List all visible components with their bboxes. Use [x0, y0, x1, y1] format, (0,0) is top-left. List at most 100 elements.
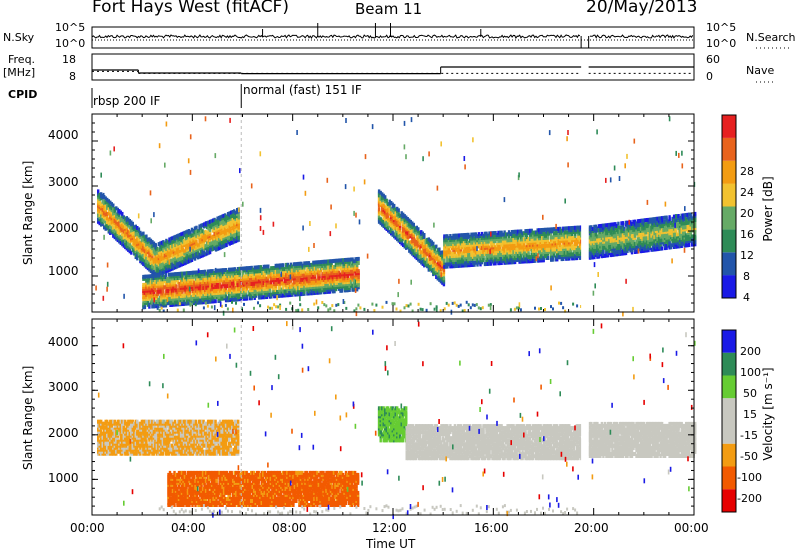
- echo-cell: [355, 259, 359, 264]
- echo-cell: [354, 265, 357, 270]
- echo-cell: [189, 240, 192, 245]
- echo-cell: [125, 216, 128, 221]
- echo-cell: [190, 252, 194, 256]
- echo-cell: [280, 275, 283, 280]
- echo-cell: [421, 249, 424, 254]
- echo-cell: [154, 273, 157, 278]
- echo-cell: [426, 258, 429, 263]
- echo-cell: [322, 288, 326, 293]
- echo-cell: [229, 279, 232, 284]
- echo-cell: [477, 232, 481, 237]
- echo-cell: [212, 277, 216, 282]
- echo-cell: [442, 282, 446, 287]
- echo-cell: [393, 210, 396, 214]
- echo-cell: [161, 273, 165, 278]
- echo-cell: [103, 225, 106, 230]
- echo-cell: [318, 274, 321, 279]
- echo-cell: [157, 266, 161, 271]
- echo-cell: [225, 214, 228, 219]
- echo-cell: [324, 273, 327, 278]
- echo-cell: [340, 278, 344, 283]
- echo-cell: [186, 247, 189, 252]
- echo-cell: [271, 266, 274, 271]
- echo-cell: [400, 241, 403, 246]
- echo-cell: [180, 252, 183, 257]
- echo-cell: [462, 233, 466, 238]
- echo-cell: [277, 277, 280, 282]
- echo-cell: [441, 250, 444, 255]
- echo-cell: [237, 229, 240, 234]
- echo-cell: [328, 269, 332, 274]
- echo-cell: [327, 259, 330, 264]
- echo-cell: [267, 288, 270, 293]
- echo-cell: [226, 269, 229, 274]
- echo-cell: [482, 250, 485, 254]
- echo-cell: [229, 287, 232, 292]
- echo-cell: [157, 277, 160, 282]
- echo-cell: [280, 263, 283, 268]
- echo-cell: [513, 229, 517, 234]
- echo-cell: [415, 239, 418, 244]
- echo-cell: [233, 223, 236, 228]
- echo-cell: [203, 288, 207, 292]
- echo-cell: [318, 270, 321, 275]
- echo-cell: [262, 287, 265, 292]
- echo-cell: [152, 288, 156, 293]
- echo-cell: [206, 285, 210, 290]
- echo-cell: [209, 269, 213, 274]
- echo-cell: [181, 293, 184, 298]
- echo-cell: [182, 285, 186, 290]
- echo-cell: [172, 257, 176, 262]
- echo-cell: [470, 244, 473, 249]
- echo-cell: [334, 279, 338, 284]
- echo-cell: [357, 285, 360, 290]
- echo-cell: [262, 266, 265, 271]
- echo-cell: [183, 230, 186, 235]
- echo-cell: [199, 233, 203, 238]
- echo-cell: [461, 239, 464, 244]
- echo-cell: [249, 266, 252, 270]
- echo-cell: [211, 283, 214, 288]
- echo-cell: [464, 237, 467, 242]
- echo-cell: [202, 286, 205, 291]
- echo-cell: [216, 216, 219, 221]
- echo-cell: [145, 258, 148, 263]
- echo-cell: [231, 281, 234, 286]
- echo-cell: [170, 286, 174, 291]
- echo-cell: [480, 260, 484, 265]
- echo-cell: [485, 255, 488, 260]
- echo-cell: [488, 253, 491, 258]
- echo-cell: [169, 284, 172, 289]
- echo-cell: [483, 235, 487, 240]
- echo-cell: [106, 212, 109, 216]
- echo-cell: [381, 218, 384, 223]
- echo-cell: [130, 236, 133, 241]
- echo-cell: [151, 246, 154, 251]
- echo-cell: [274, 263, 277, 268]
- echo-cell: [259, 271, 262, 276]
- echo-cell: [185, 295, 189, 300]
- echo-cell: [390, 213, 393, 218]
- echo-cell: [447, 236, 451, 241]
- echo-cell: [408, 240, 411, 245]
- echo-cell: [426, 250, 429, 255]
- echo-cell: [142, 241, 145, 246]
- echo-cell: [133, 225, 136, 230]
- echo-cell: [173, 282, 177, 287]
- echo-cell: [223, 237, 227, 242]
- echo-cell: [488, 257, 491, 262]
- echo-cell: [403, 236, 406, 241]
- echo-cell: [215, 289, 219, 293]
- echo-cell: [246, 270, 249, 275]
- echo-cell: [98, 221, 101, 226]
- echo-cell: [318, 260, 321, 265]
- echo-cell: [315, 262, 318, 267]
- echo-cell: [179, 298, 183, 303]
- echo-cell: [97, 203, 100, 208]
- echo-cell: [426, 242, 429, 246]
- echo-cell: [163, 285, 166, 290]
- echo-cell: [154, 243, 158, 248]
- echo-cell: [303, 279, 306, 284]
- echo-cell: [199, 250, 203, 255]
- echo-cell: [433, 245, 436, 250]
